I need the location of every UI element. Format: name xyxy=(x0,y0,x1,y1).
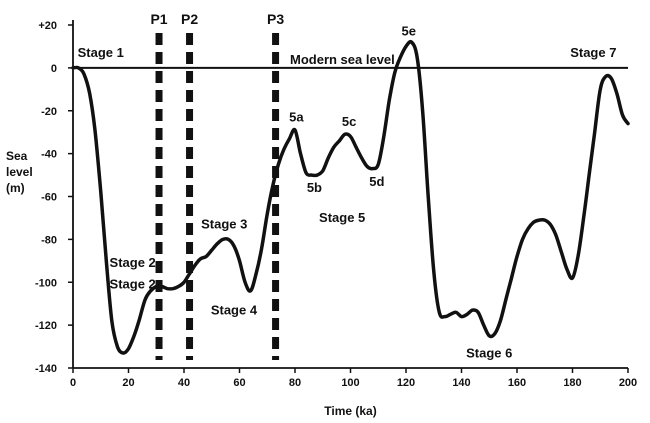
annotation-stage-4: Stage 4 xyxy=(211,302,258,317)
annotation-5c: 5c xyxy=(342,114,356,129)
sea-level-curve xyxy=(71,39,630,355)
annotation-5e: 5e xyxy=(402,24,416,39)
modern-sea-level-label: Modern sea level xyxy=(290,52,395,67)
y-tick-label: +20 xyxy=(38,20,57,32)
y-axis-ticks: +20 0 -20 -40 -60 -80 -100 -120 -140 xyxy=(35,20,73,375)
y-tick-label: 0 xyxy=(51,63,57,75)
x-tick-label: 60 xyxy=(233,377,245,389)
y-tick-label: -40 xyxy=(41,149,57,161)
y-tick-label: -80 xyxy=(41,234,57,246)
y-axis-title: Sea level (m) xyxy=(6,149,33,195)
y-axis-title-line: (m) xyxy=(6,181,25,195)
y-tick-label: -100 xyxy=(35,277,57,289)
period-markers: P1 P2 P3 xyxy=(150,11,284,360)
annotation-stage-3: Stage 3 xyxy=(201,217,247,232)
annotation-5b: 5b xyxy=(307,180,322,195)
annotations: Stage 1 Stage 2 Stage 2 Stage 3 Stage 4 Stage… xyxy=(78,24,617,361)
annotation-stage-5: Stage 5 xyxy=(319,210,365,225)
y-tick-label: -120 xyxy=(35,320,57,332)
x-tick-label: 0 xyxy=(70,377,76,389)
marker-label-p2: P2 xyxy=(181,11,198,27)
marker-label-p3: P3 xyxy=(267,11,284,27)
annotation-stage-2: Stage 2 xyxy=(110,255,156,270)
y-axis-title-line: level xyxy=(6,165,33,179)
annotation-stage-6: Stage 6 xyxy=(466,345,512,360)
x-tick-label: 100 xyxy=(341,377,359,389)
y-tick-label: -60 xyxy=(41,192,57,204)
annotation-5a: 5a xyxy=(289,109,304,124)
y-tick-label: -140 xyxy=(35,363,57,375)
x-tick-label: 140 xyxy=(452,377,470,389)
x-tick-label: 80 xyxy=(289,377,301,389)
y-axis-title-line: Sea xyxy=(6,149,28,163)
y-tick-label: -20 xyxy=(41,106,57,118)
x-tick-label: 120 xyxy=(397,377,415,389)
annotation-5d: 5d xyxy=(369,174,384,189)
x-tick-label: 180 xyxy=(563,377,581,389)
annotation-stage-2: Stage 2 xyxy=(110,277,156,292)
x-axis-ticks: 0 20 40 60 80 100 120 140 160 180 200 xyxy=(70,368,637,389)
annotation-stage-7: Stage 7 xyxy=(570,45,616,60)
x-tick-label: 40 xyxy=(178,377,190,389)
marker-label-p1: P1 xyxy=(150,11,167,27)
x-tick-label: 200 xyxy=(619,377,637,389)
x-axis-title: Time (ka) xyxy=(324,404,376,418)
annotation-stage-1: Stage 1 xyxy=(78,45,124,60)
x-tick-label: 160 xyxy=(508,377,526,389)
x-tick-label: 20 xyxy=(122,377,134,389)
